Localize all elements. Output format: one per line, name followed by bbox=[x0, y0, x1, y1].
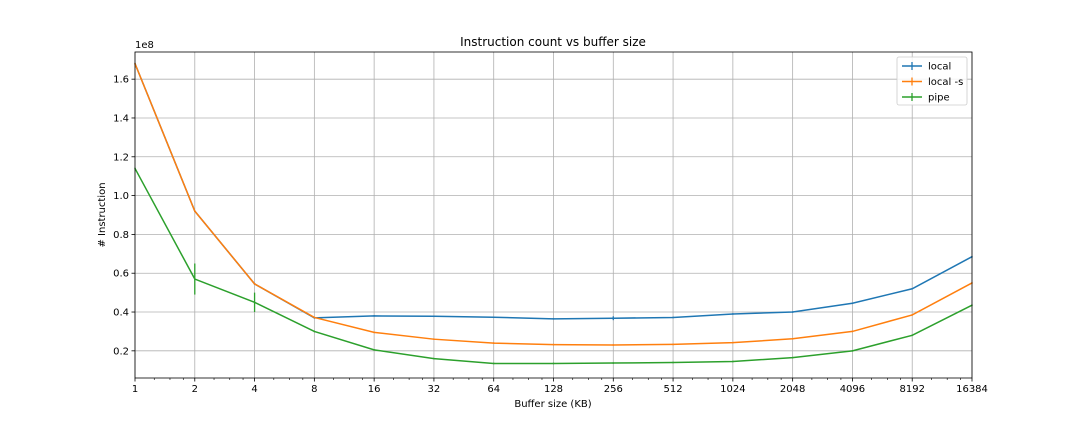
y-tick-label: 0.6 bbox=[113, 269, 129, 280]
legend-label: local bbox=[928, 62, 951, 73]
series-lines bbox=[134, 62, 973, 365]
y-offset-label: 1e8 bbox=[135, 40, 154, 51]
chart-title: Instruction count vs buffer size bbox=[460, 35, 646, 49]
x-tick-label: 2 bbox=[192, 384, 198, 395]
x-tick-label: 8 bbox=[311, 384, 317, 395]
y-tick-label: 1.6 bbox=[113, 75, 129, 86]
x-tick-label: 64 bbox=[487, 384, 500, 395]
y-tick-label: 1.0 bbox=[113, 191, 129, 202]
y-axis-ticks: 0.2 0.4 0.6 0.8 1.0 1.2 1.4 1.6 bbox=[113, 75, 135, 357]
x-tick-label: 4096 bbox=[840, 384, 865, 395]
x-axis-ticks: 1 2 4 8 16 32 64 128 256 512 1024 2048 4096 8192 16384 bbox=[132, 378, 988, 395]
x-axis-label: Buffer size (KB) bbox=[514, 399, 591, 410]
y-tick-label: 0.8 bbox=[113, 230, 129, 241]
x-tick-label: 1 bbox=[132, 384, 138, 395]
x-tick-label: 512 bbox=[664, 384, 683, 395]
x-tick-label: 128 bbox=[544, 384, 563, 395]
legend: local local -s pipe bbox=[896, 56, 968, 106]
x-tick-label: 4 bbox=[251, 384, 257, 395]
legend-label: pipe bbox=[928, 93, 950, 104]
y-axis-label: # Instruction bbox=[97, 182, 108, 247]
y-tick-label: 0.2 bbox=[113, 346, 129, 357]
legend-label: local -s bbox=[928, 77, 963, 88]
x-tick-label: 2048 bbox=[780, 384, 805, 395]
y-tick-label: 1.4 bbox=[113, 113, 129, 124]
y-tick-label: 1.2 bbox=[113, 152, 129, 163]
legend-box bbox=[896, 56, 968, 106]
x-tick-label: 32 bbox=[428, 384, 441, 395]
x-tick-label: 16384 bbox=[956, 384, 988, 395]
x-tick-label: 1024 bbox=[720, 384, 745, 395]
x-tick-label: 8192 bbox=[899, 384, 924, 395]
y-tick-label: 0.4 bbox=[113, 308, 129, 319]
x-tick-label: 256 bbox=[604, 384, 623, 395]
x-tick-label: 16 bbox=[368, 384, 381, 395]
